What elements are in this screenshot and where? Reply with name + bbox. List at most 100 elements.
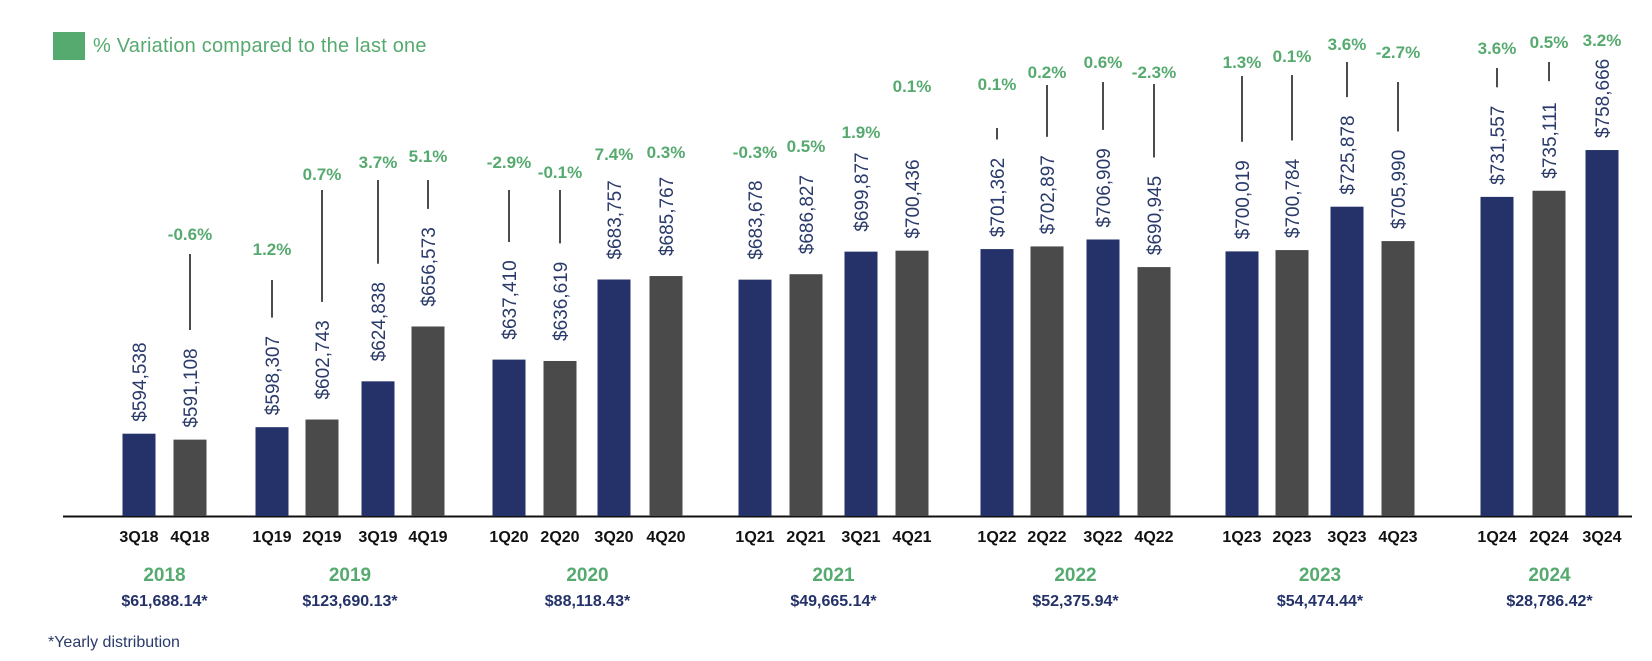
distribution-label-2023: $54,474.44* <box>1277 593 1364 610</box>
bar-2Q22 <box>1030 246 1064 516</box>
variation-label-4Q19: 5.1% <box>409 147 448 166</box>
year-label-2020: 2020 <box>566 565 608 586</box>
tick-label-2Q19: 2Q19 <box>302 529 341 546</box>
value-label-2Q21: $686,827 <box>797 175 818 254</box>
tick-label-3Q18: 3Q18 <box>119 529 158 546</box>
tick-label-1Q20: 1Q20 <box>489 529 528 546</box>
variation-label-4Q20: 0.3% <box>647 143 686 162</box>
bar-3Q18 <box>122 433 156 516</box>
bar-4Q21 <box>895 250 929 517</box>
year-label-2024: 2024 <box>1528 565 1571 586</box>
bar-3Q19 <box>361 381 395 516</box>
distribution-label-2018: $61,688.14* <box>121 593 208 610</box>
value-label-4Q21: $700,436 <box>903 159 924 238</box>
variation-label-1Q22: 0.1% <box>978 75 1017 94</box>
value-label-1Q23: $700,019 <box>1233 160 1254 239</box>
variation-label-4Q21: 0.1% <box>893 77 932 96</box>
value-label-4Q18: $591,108 <box>181 348 202 427</box>
bar-4Q22 <box>1137 267 1171 516</box>
variation-label-1Q23: 1.3% <box>1223 53 1262 72</box>
variation-label-2Q19: 0.7% <box>303 165 342 184</box>
bar-3Q22 <box>1086 239 1120 516</box>
bar-3Q21 <box>844 251 878 517</box>
bar-4Q20 <box>649 276 683 516</box>
bar-3Q24 <box>1585 150 1619 517</box>
distribution-label-2019: $123,690.13* <box>302 593 398 610</box>
bar-2Q20 <box>543 360 577 516</box>
tick-label-2Q23: 2Q23 <box>1272 529 1311 546</box>
legend: % Variation compared to the last one <box>53 32 427 60</box>
variation-label-2Q22: 0.2% <box>1028 63 1067 82</box>
legend-swatch <box>53 32 85 60</box>
tick-label-2Q20: 2Q20 <box>540 529 579 546</box>
variation-label-3Q22: 0.6% <box>1084 53 1123 72</box>
tick-label-3Q20: 3Q20 <box>594 529 633 546</box>
year-label-2023: 2023 <box>1299 565 1341 586</box>
value-label-4Q23: $705,990 <box>1389 150 1410 229</box>
variation-label-2Q20: -0.1% <box>538 163 582 182</box>
variation-label-3Q19: 3.7% <box>359 153 398 172</box>
variation-label-1Q20: -2.9% <box>487 153 531 172</box>
variation-label-3Q21: 1.9% <box>842 123 881 142</box>
bar-1Q19 <box>255 427 289 516</box>
variation-label-3Q24: 3.2% <box>1583 31 1622 50</box>
bar-1Q24 <box>1480 196 1514 516</box>
bar-2Q19 <box>305 419 339 516</box>
tick-label-4Q21: 4Q21 <box>892 529 931 546</box>
tick-label-3Q23: 3Q23 <box>1327 529 1366 546</box>
value-label-2Q23: $700,784 <box>1283 158 1304 238</box>
value-label-3Q21: $699,877 <box>852 152 873 231</box>
value-label-1Q19: $598,307 <box>263 336 284 415</box>
bar-4Q23 <box>1381 241 1415 516</box>
variation-label-1Q24: 3.6% <box>1478 39 1517 58</box>
bar-2Q23 <box>1275 250 1309 516</box>
tick-label-4Q19: 4Q19 <box>408 529 447 546</box>
value-label-4Q22: $690,945 <box>1145 176 1166 255</box>
tick-label-1Q24: 1Q24 <box>1477 529 1516 546</box>
tick-label-4Q22: 4Q22 <box>1134 529 1173 546</box>
value-label-3Q20: $683,757 <box>605 180 626 259</box>
bar-4Q19 <box>411 326 445 516</box>
value-label-3Q23: $725,878 <box>1338 115 1359 194</box>
value-label-2Q22: $702,897 <box>1038 155 1059 234</box>
tick-label-4Q18: 4Q18 <box>170 529 209 546</box>
tick-label-2Q24: 2Q24 <box>1529 529 1568 546</box>
tick-label-2Q21: 2Q21 <box>786 529 825 546</box>
value-label-3Q24: $758,666 <box>1593 59 1614 138</box>
variation-label-4Q23: -2.7% <box>1376 43 1420 62</box>
variation-label-3Q20: 7.4% <box>595 145 634 164</box>
year-label-2022: 2022 <box>1054 565 1096 586</box>
variation-label-2Q24: 0.5% <box>1530 33 1569 52</box>
value-label-1Q24: $731,557 <box>1488 106 1509 185</box>
variation-label-1Q19: 1.2% <box>253 240 292 259</box>
distribution-label-2021: $49,665.14* <box>790 593 877 610</box>
variation-label-1Q21: -0.3% <box>733 143 777 162</box>
legend-label: % Variation compared to the last one <box>93 34 427 57</box>
tick-label-3Q22: 3Q22 <box>1083 529 1122 546</box>
value-label-4Q19: $656,573 <box>419 227 440 306</box>
tick-label-2Q22: 2Q22 <box>1027 529 1066 546</box>
variation-label-2Q21: 0.5% <box>787 137 826 156</box>
value-label-1Q21: $683,678 <box>746 180 767 259</box>
year-label-2019: 2019 <box>329 565 371 586</box>
footnote: *Yearly distribution <box>48 634 180 651</box>
bar-2Q24 <box>1532 190 1566 516</box>
tick-label-3Q19: 3Q19 <box>358 529 397 546</box>
variation-label-3Q23: 3.6% <box>1328 35 1367 54</box>
value-label-1Q22: $701,362 <box>988 158 1009 237</box>
bar-1Q23 <box>1225 251 1259 517</box>
bar-4Q18 <box>173 439 207 516</box>
value-label-3Q22: $706,909 <box>1094 148 1115 227</box>
value-label-2Q20: $636,619 <box>551 262 572 341</box>
value-label-4Q20: $685,767 <box>657 177 678 256</box>
bar-1Q21 <box>738 279 772 516</box>
tick-label-3Q24: 3Q24 <box>1582 529 1621 546</box>
distribution-label-2020: $88,118.43* <box>545 593 631 610</box>
bar-1Q20 <box>492 359 526 516</box>
variation-label-4Q18: -0.6% <box>168 225 212 244</box>
bar-1Q22 <box>980 249 1014 517</box>
tick-label-4Q23: 4Q23 <box>1378 529 1417 546</box>
bar-3Q23 <box>1330 206 1364 516</box>
year-label-2021: 2021 <box>812 565 855 586</box>
